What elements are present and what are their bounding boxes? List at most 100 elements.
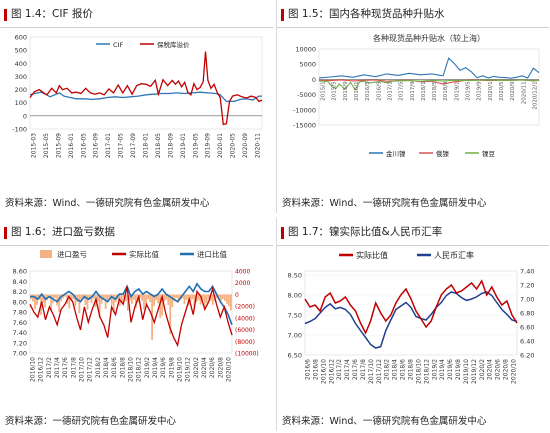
y-right-tick-label: (8000): [235, 339, 255, 346]
x-tick-label: 2016/12: [38, 357, 45, 382]
y-left-tick-label: 7.50: [288, 312, 302, 320]
x-tick-label: 2016/12: [328, 359, 335, 384]
legend-label: 保税库溢价: [157, 40, 190, 49]
pl-bar: [191, 294, 194, 300]
source-note: 资料来源：一德研究院有色金属研发中心: [5, 416, 177, 427]
x-tick-label: 2016/9: [376, 81, 382, 101]
x-tick-label: 2015/9: [343, 81, 349, 101]
x-tick-label: 2015-05: [43, 133, 50, 158]
chart-panel-spot-premium: 图 1.5：国内各种现货品种升贴水 各种现货品种升贴水（较上海） -15000 -1…: [276, 0, 549, 213]
x-tick-label: 2016-05: [80, 133, 87, 158]
pl-bar: [84, 294, 87, 305]
x-tick-label: 2020/2: [193, 357, 200, 378]
y-tick-label: 600: [15, 34, 27, 42]
pl-bar: [78, 294, 81, 314]
pl-bar: [169, 294, 172, 335]
x-tick-label: 2018/10: [415, 359, 422, 384]
x-tick-label: 2020/5: [499, 81, 505, 101]
x-tick-label: 2019/12: [471, 359, 478, 384]
pl-bar: [50, 294, 53, 311]
pl-bar: [32, 294, 34, 302]
x-tick-label: 2020/12/1: [533, 81, 539, 109]
x-tick-label: 2018-09: [167, 133, 174, 158]
y-left-tick-label: 7.60: [13, 319, 27, 327]
x-tick-label: 2016/8: [312, 359, 319, 380]
x-tick-label: 2020-09: [242, 133, 249, 158]
x-tick-label: 2019/4: [439, 359, 446, 380]
pl-bar: [149, 294, 151, 302]
source-note: 资料来源：Wind、一德研究院有色金属研发中心: [282, 198, 487, 209]
y-right-tick-label: 7.00: [520, 296, 534, 304]
y-left-tick-label: 6.50: [288, 352, 302, 360]
series-line: [318, 57, 540, 79]
pl-bar: [72, 294, 75, 300]
y-left-tick-label: 8.00: [288, 292, 302, 300]
panel-header: 图 1.5：国内各种现货品种升贴水: [277, 0, 549, 28]
header-accent-bar: [4, 9, 7, 21]
pl-bar: [159, 294, 162, 318]
y-left-tick-label: 7.20: [13, 339, 27, 347]
x-tick-label: 2019/6: [160, 357, 167, 378]
x-tick-label: 2018/8: [119, 357, 126, 378]
pl-bar: [96, 294, 99, 302]
panel-title: 图 1.6：进口盈亏数据: [11, 226, 116, 238]
x-tick-label: 2019/5: [466, 81, 472, 101]
x-tick-label: 2018/2: [384, 359, 391, 380]
pl-bar: [58, 294, 61, 312]
x-tick-label: 2019/1: [454, 81, 460, 100]
chart-panel-cif: 图 1.4：CIF 报价 -100 0 100 200 300 400 500 600 2015…: [0, 0, 273, 213]
pl-bar: [90, 294, 93, 304]
pl-bar: [205, 294, 208, 304]
panel-header: 图 1.6：进口盈亏数据: [0, 218, 273, 246]
y-left-tick-label: 7.00: [288, 332, 302, 340]
x-tick-label: 2016/1: [354, 81, 360, 100]
x-tick-label: 2016-09: [93, 133, 100, 158]
pl-bar: [183, 294, 186, 304]
pl-bar: [82, 294, 85, 298]
pl-bar: [189, 294, 192, 302]
pl-bar: [56, 294, 59, 306]
x-tick-label: 2020/6: [495, 359, 502, 380]
pl-bar: [135, 294, 137, 308]
y-tick-label: 5000: [299, 61, 316, 69]
y-left-tick-label: 8.50: [288, 272, 302, 280]
x-tick-label: 2017-05: [118, 133, 125, 158]
x-tick-label: 2020/9: [510, 81, 516, 101]
pl-bar: [54, 294, 57, 298]
pl-bar: [171, 294, 174, 308]
x-tick-label: 2020/4: [487, 359, 494, 380]
x-tick-label: 2018/1: [421, 81, 427, 100]
pl-bar: [219, 294, 222, 303]
x-tick-label: 2017/2: [336, 359, 343, 380]
pl-bar: [153, 294, 156, 307]
pl-bar: [133, 294, 135, 300]
x-tick-label: 2019/2: [431, 359, 438, 380]
actual-ratio-line: [304, 279, 518, 335]
pl-bar: [209, 294, 212, 301]
pl-bar: [223, 294, 226, 301]
actual-ratio-line: [29, 286, 233, 348]
pl-bar: [120, 294, 123, 304]
legend-label: 俄镍: [436, 149, 450, 158]
pl-bar: [74, 294, 77, 307]
pl-bar: [104, 294, 107, 309]
y-right-tick-label: (2000): [235, 304, 255, 311]
cif-chart: -100 0 100 200 300 400 500 600 2015-03 2015-05 201…: [12, 34, 263, 158]
header-accent-bar: [4, 227, 7, 239]
pl-bar: [62, 294, 65, 299]
pl-bar: [108, 294, 111, 298]
y-left-tick-label: 7.40: [13, 329, 27, 337]
pl-bar: [106, 294, 109, 301]
x-tick-label: 2020/10: [226, 357, 233, 382]
x-tick-label: 2019/8: [168, 357, 175, 378]
pl-bar: [102, 294, 105, 300]
pl-bar: [126, 294, 129, 311]
pl-bar: [80, 294, 83, 300]
panel-header: 图 1.4：CIF 报价: [0, 0, 273, 28]
x-tick-label: 2019/9: [477, 81, 483, 101]
x-tick-label: 2017/8: [70, 357, 77, 378]
pl-bar: [161, 294, 164, 316]
y-tick-label: 100: [15, 99, 27, 107]
legend-label: 人民币汇率: [434, 250, 474, 260]
y-left-tick-label: 7.00: [13, 350, 27, 358]
